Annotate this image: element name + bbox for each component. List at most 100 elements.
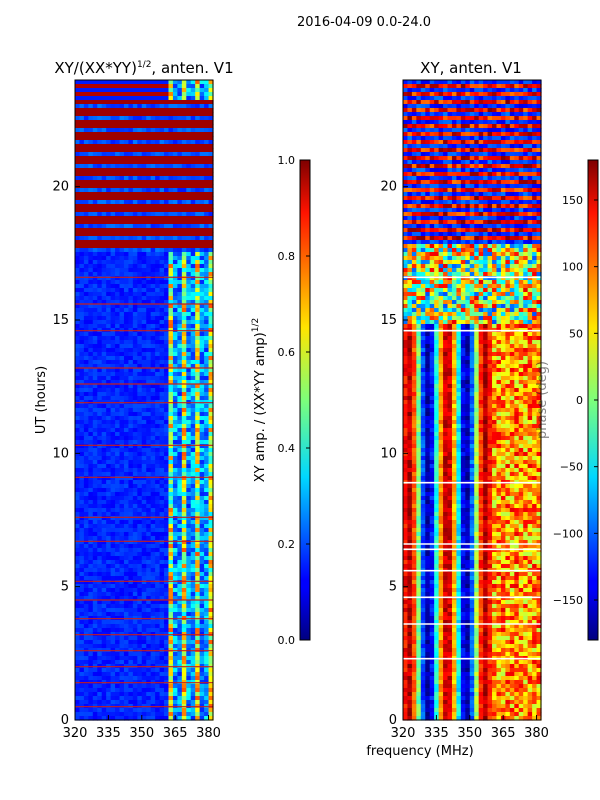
heatmap-cell [172,596,178,601]
heatmap-cell [97,192,103,197]
heatmap-cell [88,148,94,153]
heatmap-cell [132,88,138,93]
heatmap-cell [101,312,107,317]
heatmap-cell [186,196,192,201]
heatmap-cell [128,636,134,641]
heatmap-cell [137,600,143,605]
heatmap-cell [119,600,125,605]
heatmap-cell [141,600,147,605]
heatmap-cell [195,484,201,489]
heatmap-cell [97,516,103,521]
heatmap-cell [164,152,170,157]
heatmap-cell [190,128,196,133]
heatmap-cell [155,628,161,633]
heatmap-cell [137,480,143,485]
heatmap-cell [79,196,85,201]
heatmap-cell [97,156,103,161]
heatmap-cell [146,104,152,109]
heatmap-cell [204,340,210,345]
heatmap-cell [115,200,121,205]
heatmap-cell [168,468,174,473]
heatmap-cell [97,452,103,457]
heatmap-cell [128,536,134,541]
heatmap-cell [106,528,112,533]
heatmap-cell [190,472,196,477]
heatmap-cell [172,260,178,265]
heatmap-cell [79,212,85,217]
heatmap-cell [75,188,81,193]
heatmap-cell [190,536,196,541]
heatmap-cell [128,388,134,393]
heatmap-cell [177,656,183,661]
heatmap-cell [128,364,134,369]
heatmap-cell [141,152,147,157]
heatmap-cell [186,340,192,345]
heatmap-cell [195,604,201,609]
heatmap-cell [119,572,125,577]
heatmap-cell [186,468,192,473]
heatmap-cell [181,592,187,597]
heatmap-cell [164,568,170,573]
heatmap-cell [204,420,210,425]
heatmap-cell [128,412,134,417]
heatmap-cell [132,220,138,225]
heatmap-cell [83,660,89,665]
heatmap-cell [79,284,85,289]
heatmap-cell [123,496,130,501]
heatmap-cell [155,584,161,589]
heatmap-cell [150,80,156,85]
heatmap-cell [159,164,165,169]
heatmap-cell [97,584,103,589]
heatmap-cell [137,388,143,393]
heatmap-cell [186,496,192,501]
heatmap-cell [132,272,138,277]
heatmap-cell [159,348,165,353]
heatmap-cell [123,148,130,153]
heatmap-cell [164,316,170,321]
heatmap-cell [199,676,205,681]
heatmap-cell [119,448,125,453]
heatmap-cell [115,112,121,117]
heatmap-cell [195,388,201,393]
heatmap-cell [199,484,205,489]
heatmap-cell [164,300,170,305]
heatmap-cell [101,124,107,129]
heatmap-cell [137,520,143,525]
heatmap-cell [181,460,187,465]
heatmap-cell [190,228,196,233]
heatmap-cell [115,384,121,389]
heatmap-cell [106,516,112,521]
heatmap-cell [168,420,174,425]
heatmap-cell [128,436,134,441]
heatmap-cell [92,188,98,193]
heatmap-cell [208,368,214,373]
heatmap-cell [137,92,143,97]
heatmap-cell [88,492,94,497]
heatmap-cell [150,532,156,537]
heatmap-cell [119,612,125,617]
heatmap-cell [92,208,98,213]
heatmap-cell [123,92,130,97]
heatmap-cell [146,672,152,677]
heatmap-cell [168,120,174,125]
heatmap-cell [172,152,178,157]
heatmap-cell [97,408,103,413]
heatmap-cell [150,520,156,525]
heatmap-cell [141,112,147,117]
heatmap-cell [186,412,192,417]
heatmap-cell [190,524,196,529]
heatmap-cell [137,456,143,461]
heatmap-cell [181,500,187,505]
heatmap-cell [204,556,210,561]
heatmap-cell [132,468,138,473]
heatmap-cell [119,636,125,641]
heatmap-cell [146,100,152,105]
heatmap-cell [190,276,196,281]
heatmap-cell [159,544,165,549]
heatmap-cell [119,580,125,585]
heatmap-cell [159,288,165,293]
heatmap-cell [150,248,156,253]
heatmap-cell [128,712,134,717]
heatmap-cell [101,224,107,229]
heatmap-cell [146,140,152,145]
